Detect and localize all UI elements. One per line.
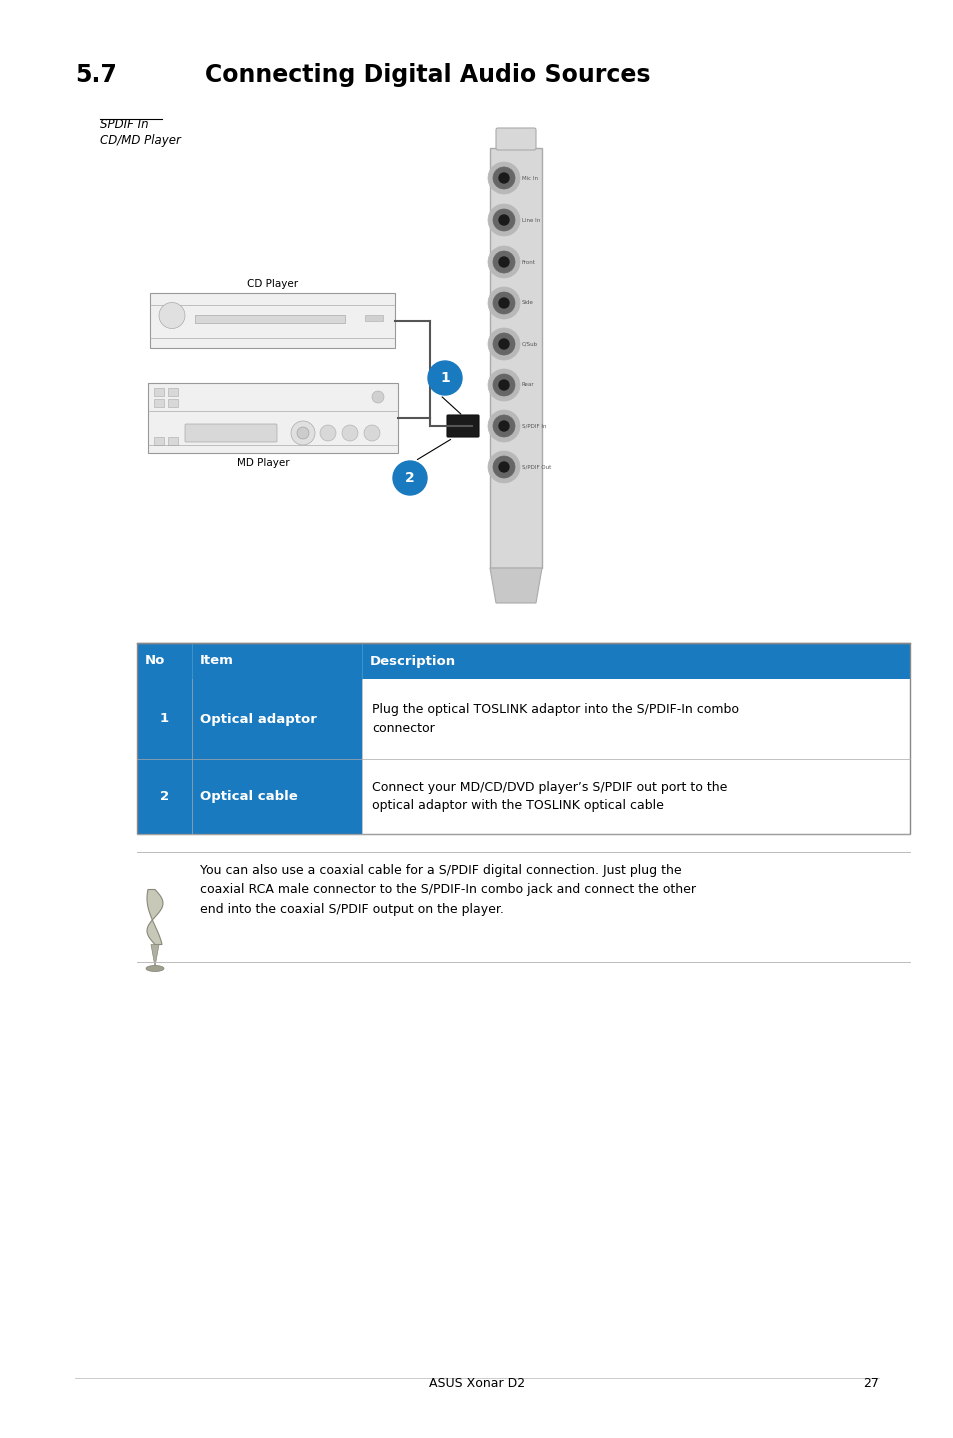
Circle shape [159,302,185,328]
Text: 1: 1 [439,371,450,385]
FancyBboxPatch shape [150,293,395,348]
Bar [137,643,909,834]
Circle shape [498,257,509,267]
Text: C/Sub: C/Sub [521,341,537,347]
Text: Side: Side [521,301,534,305]
Ellipse shape [146,965,164,972]
Circle shape [498,298,509,308]
Circle shape [488,328,519,360]
Circle shape [498,216,509,224]
Circle shape [341,426,357,441]
FancyBboxPatch shape [168,437,178,444]
Circle shape [493,167,515,188]
Bar [137,643,909,679]
Circle shape [493,416,515,437]
FancyBboxPatch shape [496,128,536,150]
FancyBboxPatch shape [168,398,178,407]
Text: No: No [145,654,165,667]
FancyBboxPatch shape [153,388,164,395]
FancyBboxPatch shape [185,424,276,441]
Text: Optical adaptor: Optical adaptor [200,712,316,726]
Text: 1: 1 [160,712,169,726]
Text: Description: Description [370,654,456,667]
Text: 5.7: 5.7 [75,63,117,88]
Text: Mic In: Mic In [521,175,537,181]
Bar [192,759,361,834]
Text: 27: 27 [862,1378,878,1391]
Circle shape [488,452,519,483]
Circle shape [488,370,519,401]
Circle shape [393,462,427,495]
Text: 2: 2 [405,472,415,485]
Circle shape [498,173,509,183]
FancyBboxPatch shape [168,388,178,395]
Text: Plug the optical TOSLINK adaptor into the S/PDIF-In combo
connector: Plug the optical TOSLINK adaptor into th… [372,703,739,735]
Text: CD Player: CD Player [247,279,297,289]
FancyBboxPatch shape [365,315,382,321]
Circle shape [488,410,519,441]
Text: 2: 2 [160,789,169,802]
Circle shape [488,246,519,278]
Circle shape [319,426,335,441]
Text: Optical cable: Optical cable [200,789,297,802]
Text: MD Player: MD Player [236,457,289,467]
Text: S/PDIF In: S/PDIF In [521,424,546,429]
Text: CD/MD Player: CD/MD Player [100,134,181,147]
Circle shape [493,374,515,395]
Text: S/PDIF Out: S/PDIF Out [521,464,551,469]
Text: Connecting Digital Audio Sources: Connecting Digital Audio Sources [205,63,650,88]
Text: ASUS Xonar D2: ASUS Xonar D2 [429,1378,524,1391]
Circle shape [498,462,509,472]
Circle shape [493,334,515,355]
Polygon shape [490,568,541,603]
Circle shape [488,288,519,319]
Text: Connect your MD/CD/DVD player’s S/PDIF out port to the
optical adaptor with the : Connect your MD/CD/DVD player’s S/PDIF o… [372,781,726,812]
Circle shape [498,380,509,390]
Text: SPDIF In: SPDIF In [100,118,149,131]
Circle shape [364,426,379,441]
Circle shape [291,421,314,444]
Bar [192,679,361,759]
Circle shape [493,209,515,232]
Circle shape [488,204,519,236]
FancyBboxPatch shape [153,398,164,407]
FancyBboxPatch shape [148,383,397,453]
Circle shape [372,391,384,403]
Text: Front: Front [521,259,536,265]
Polygon shape [147,890,163,945]
Circle shape [493,456,515,477]
Bar [137,759,192,834]
Text: Item: Item [200,654,233,667]
FancyBboxPatch shape [153,437,164,444]
Circle shape [498,421,509,431]
Bar [137,679,192,759]
Bar [137,679,909,759]
Circle shape [488,162,519,194]
FancyBboxPatch shape [194,315,345,324]
Circle shape [493,252,515,273]
Polygon shape [151,945,159,966]
FancyBboxPatch shape [490,148,541,568]
Circle shape [296,427,309,439]
Circle shape [498,339,509,349]
FancyBboxPatch shape [447,416,478,437]
Text: Rear: Rear [521,383,534,387]
Text: Line In: Line In [521,217,539,223]
Circle shape [428,361,461,395]
Text: You can also use a coaxial cable for a S/PDIF digital connection. Just plug the
: You can also use a coaxial cable for a S… [200,864,696,916]
Circle shape [493,292,515,313]
Bar [137,759,909,834]
